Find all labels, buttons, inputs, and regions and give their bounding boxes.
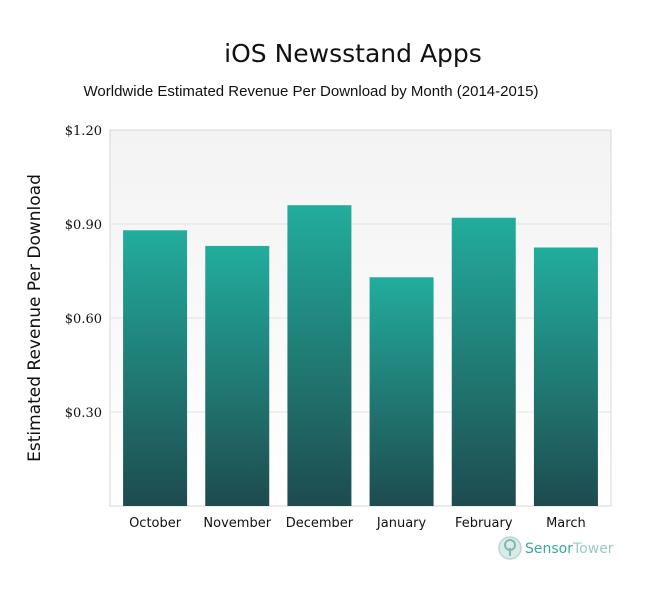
x-axis-categories: October November December January February Ma… — [129, 516, 586, 531]
x-category-label: November — [203, 516, 271, 531]
y-tick-label: $1.20 — [65, 124, 102, 139]
grid-lines — [110, 223, 611, 413]
y-tick-label: $0.60 — [65, 312, 102, 327]
x-category-label: March — [546, 516, 586, 531]
bar-october — [123, 230, 188, 506]
bars — [123, 205, 598, 506]
bar-january — [369, 277, 434, 506]
y-tick-label: $0.30 — [65, 406, 102, 421]
watermark-brand-tower: Tower — [572, 541, 614, 557]
x-category-label: December — [286, 516, 354, 531]
chart-subtitle: Worldwide Estimated Revenue Per Download… — [84, 83, 539, 100]
chart-title: iOS Newsstand Apps — [224, 39, 482, 68]
y-tick-label: $0.90 — [65, 218, 102, 233]
x-category-label: February — [455, 516, 513, 531]
y-axis-label: Estimated Revenue Per Download — [25, 174, 45, 462]
sensor-tower-watermark: SensorTower — [498, 536, 614, 560]
y-axis-ticks: $0.30 $0.60 $0.90 $1.20 — [65, 124, 102, 421]
sensor-tower-logo-icon — [498, 536, 522, 560]
x-category-label: January — [376, 516, 427, 531]
x-category-label: October — [129, 516, 182, 531]
bar-february — [451, 217, 516, 506]
bar-november — [205, 245, 270, 506]
bar-december — [287, 205, 352, 506]
watermark-brand-sensor: Sensor — [525, 541, 573, 557]
svg-text:SensorTower: SensorTower — [525, 541, 614, 557]
bar-march — [533, 247, 598, 506]
